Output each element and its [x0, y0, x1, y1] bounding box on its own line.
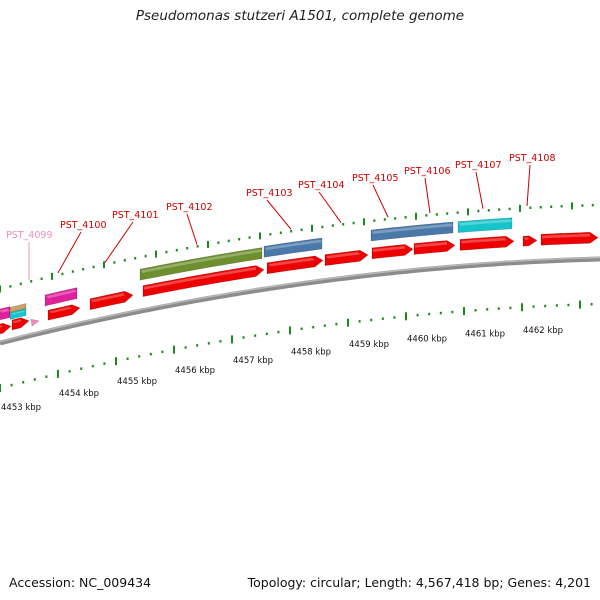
gene-leader-line [266, 199, 292, 230]
scale-label: 4462 kbp [523, 326, 563, 336]
gene-leader-line [424, 177, 431, 214]
magenta-feature [44, 287, 78, 307]
outer-tick-track [0, 202, 594, 293]
cds-arrow [371, 244, 414, 260]
cds-arrow [11, 317, 30, 331]
olive-feature [139, 247, 263, 281]
scale-label: 4453 kbp [1, 403, 41, 413]
scale-label: 4461 kbp [465, 330, 505, 340]
genome-backbone [0, 256, 600, 346]
backbone-line [0, 256, 600, 346]
scale-tick-track [0, 300, 593, 392]
gene-label[interactable]: PST_4104 [298, 180, 345, 191]
scale-label-track: 4453 kbp 4454 kbp 4455 kbp 4456 kbp 4457 kbp… [1, 326, 563, 413]
cds-arrow [324, 249, 369, 266]
gene-leader-line [104, 221, 134, 263]
scale-label: 4460 kbp [407, 334, 447, 344]
steel-blue-feature [263, 237, 323, 258]
gene-leader-line [186, 213, 198, 245]
cds-arrow [142, 265, 265, 297]
magenta-feature [0, 306, 11, 321]
gene-label[interactable]: PST_4108 [509, 153, 556, 164]
scale-label: 4458 kbp [291, 347, 331, 357]
genome-summary-text: Topology: circular; Length: 4,567,418 bp… [247, 575, 591, 590]
cyan-feature [9, 308, 27, 320]
cds-arrow [0, 322, 12, 335]
gene-leader-line [372, 184, 389, 218]
cds-arrow [413, 240, 456, 255]
cds-arrow-small [30, 318, 40, 327]
gene-label-track: PST_4099 PST_4100 PST_4101 PST_4102 PST_4103… [6, 153, 556, 280]
gene-leader-line [57, 231, 82, 274]
gene-label[interactable]: PST_4105 [352, 173, 399, 184]
scale-label: 4455 kbp [117, 377, 157, 387]
steel-blue-feature [370, 221, 454, 242]
accession-text: Accession: NC_009434 [9, 575, 152, 590]
gene-leader-line [526, 164, 531, 206]
gene-label[interactable]: PST_4100 [60, 220, 107, 231]
scale-label: 4456 kbp [175, 366, 215, 376]
cds-arrow [540, 232, 599, 246]
gene-leader-line [475, 171, 484, 209]
page-title: Pseudomonas stutzeri A1501, complete gen… [135, 8, 465, 24]
cds-arrow [522, 235, 538, 247]
gene-label[interactable]: PST_4101 [112, 210, 159, 221]
backbone-highlight [0, 256, 600, 343]
gene-label[interactable]: PST_4107 [455, 160, 502, 171]
gene-label[interactable]: PST_4099 [6, 230, 53, 241]
cds-arrow [459, 235, 515, 251]
cds-arrow [266, 255, 324, 275]
scale-label: 4454 kbp [59, 389, 99, 399]
gene-label[interactable]: PST_4106 [404, 166, 451, 177]
scale-label: 4459 kbp [349, 340, 389, 350]
gene-leader-line [318, 191, 342, 223]
gene-label[interactable]: PST_4102 [166, 202, 213, 213]
cyan-feature [457, 217, 513, 233]
gene-label[interactable]: PST_4103 [246, 188, 293, 199]
scale-label: 4457 kbp [233, 356, 273, 366]
feature-track [0, 217, 599, 335]
cds-arrow [47, 304, 81, 321]
cds-arrow [89, 290, 134, 311]
